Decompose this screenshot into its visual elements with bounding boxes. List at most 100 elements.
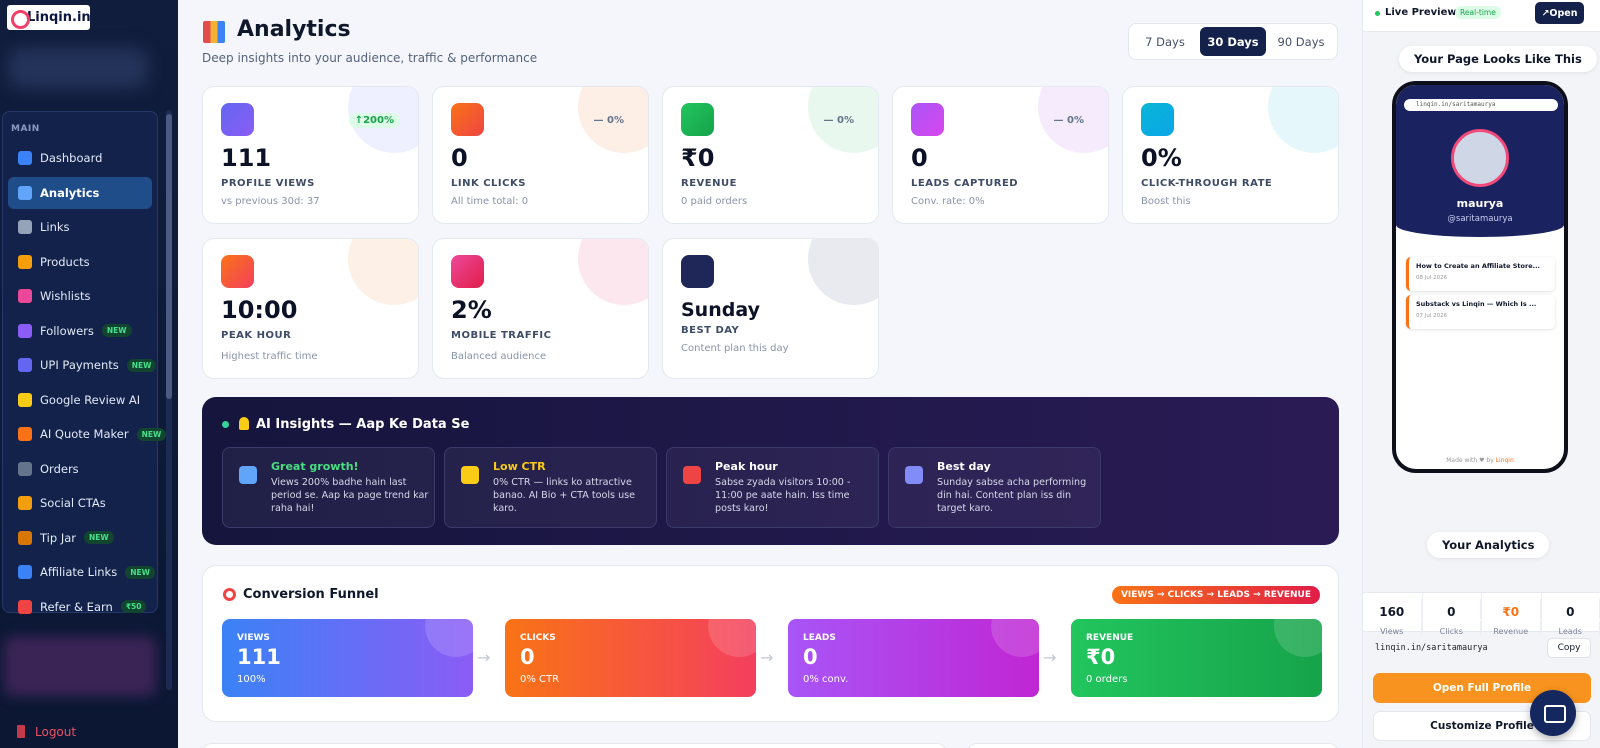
- nav-icon: [18, 530, 32, 545]
- nav-item[interactable]: Refer & Earn ₹50: [8, 591, 152, 623]
- insight-card: Best day Sunday sabse acha performing din…: [888, 447, 1101, 528]
- page-title: Analytics: [237, 17, 351, 42]
- footer-brand: Linqin: [1495, 457, 1514, 464]
- range-tab[interactable]: 30 Days: [1200, 27, 1266, 56]
- stat-icon: [681, 255, 714, 288]
- chat-button[interactable]: [1530, 690, 1576, 736]
- nav-item[interactable]: Wishlists: [8, 280, 152, 312]
- nav-badge: NEW: [125, 565, 155, 579]
- nav-item[interactable]: Analytics: [8, 176, 152, 209]
- post-date: 07 Jul 2026: [1416, 313, 1448, 319]
- ai-title: AI Insights — Aap Ke Data Se: [256, 417, 470, 432]
- nav-label: Analytics: [40, 185, 100, 200]
- stat-value: Sunday: [681, 299, 760, 321]
- insight-text: 0% CTR — links ko attractive banao. AI B…: [493, 477, 636, 514]
- phone-url: linqin.in/saritamaurya: [1404, 99, 1558, 111]
- stat-label: LEADS CAPTURED: [911, 178, 1019, 189]
- profile-handle: @saritamaurya: [1447, 214, 1513, 224]
- funnel-step: LEADS 0 0% conv.: [788, 619, 1039, 697]
- ai-insights: AI Insights — Aap Ke Data Se Great growt…: [202, 397, 1339, 545]
- step-note: 0% CTR: [520, 674, 560, 685]
- realtime-badge: Real-time: [1455, 6, 1501, 19]
- nav-item[interactable]: UPI Payments NEW: [8, 349, 157, 381]
- nav-label: Wishlists: [40, 289, 91, 303]
- step-decoration: [1274, 619, 1322, 657]
- stat-card: 10:00 PEAK HOUR Highest traffic time: [202, 238, 419, 379]
- funnel: Conversion Funnel VIEWS → CLICKS → LEADS…: [202, 565, 1339, 722]
- nav-item[interactable]: Social CTAs: [8, 487, 152, 519]
- step-decoration: [708, 619, 756, 657]
- nav-item[interactable]: Google Review AI: [8, 384, 152, 416]
- step-arrow: →: [1043, 648, 1057, 667]
- mini-analytics: 160 Views 0 Clicks ₹0 Revenue 0 Leads: [1363, 592, 1600, 636]
- nav-item[interactable]: Tip Jar NEW: [8, 522, 152, 554]
- nav-label: Google Review AI: [40, 392, 141, 407]
- mini-label: Views: [1363, 621, 1422, 636]
- post-title: How to Create an Affiliate Store...: [1416, 262, 1541, 270]
- step-note: 0% conv.: [803, 674, 849, 685]
- open-profile-button[interactable]: Open Full Profile: [1373, 673, 1591, 703]
- stat-icon: [451, 103, 484, 136]
- stat-icon: [1141, 103, 1174, 136]
- logout[interactable]: Logout: [16, 725, 77, 739]
- nav-label: AI Quote Maker: [40, 427, 129, 441]
- open-button[interactable]: ↗Open: [1535, 2, 1584, 24]
- funnel-step: REVENUE ₹0 0 orders: [1071, 619, 1322, 697]
- stat-note: 0 paid orders: [681, 196, 748, 207]
- stat-value: ₹0: [681, 144, 715, 172]
- stat-card: ↑200% 111 PROFILE VIEWS vs previous 30d: 37: [202, 86, 419, 224]
- range-tab[interactable]: 7 Days: [1145, 34, 1185, 49]
- range-tab[interactable]: 90 Days: [1277, 34, 1325, 49]
- post-card[interactable]: Substack vs Linqin — Which Is ... 07 Jul …: [1406, 295, 1555, 329]
- mini-stat: ₹0 Revenue: [1482, 593, 1542, 636]
- stat-card: 0% CLICK-THROUGH RATE Boost this: [1122, 86, 1339, 224]
- stat-value: 2%: [451, 296, 492, 324]
- nav-label: Links: [40, 220, 70, 234]
- nav-badge: ₹50: [120, 600, 147, 613]
- nav-item[interactable]: Links: [8, 211, 152, 243]
- nav-item[interactable]: Orders: [8, 453, 152, 485]
- step-label: CLICKS: [520, 633, 556, 643]
- nav-section: MAIN: [11, 124, 40, 134]
- mini-stat: 160 Views: [1363, 593, 1423, 636]
- nav-item[interactable]: Products: [8, 246, 152, 278]
- stat-note: vs previous 30d: 37: [221, 196, 320, 207]
- nav-label: Dashboard: [40, 151, 103, 165]
- stat-card: Sunday BEST DAY Content plan this day: [662, 238, 879, 379]
- copy-button[interactable]: Copy: [1547, 638, 1591, 658]
- scrollbar[interactable]: [166, 110, 172, 690]
- stat-label: REVENUE: [681, 178, 737, 189]
- mini-value: 0: [1423, 599, 1481, 619]
- nav-item[interactable]: AI Quote Maker NEW: [8, 418, 167, 450]
- analytics-heading: Your Analytics: [1427, 532, 1550, 558]
- stat-note: Conv. rate: 0%: [911, 196, 985, 207]
- card-decoration: [578, 239, 648, 305]
- step-value: ₹0: [1086, 645, 1116, 669]
- nav-badge: NEW: [84, 531, 114, 544]
- funnel-title: Conversion Funnel: [243, 587, 379, 602]
- step-decoration: [425, 619, 473, 657]
- post-card[interactable]: How to Create an Affiliate Store... 08 Ju…: [1406, 257, 1555, 291]
- insight-text: Sunday sabse acha performing din hai. Co…: [937, 477, 1087, 514]
- step-value: 111: [237, 645, 281, 669]
- insight-title: Best day: [937, 460, 991, 473]
- card-decoration: [1268, 87, 1338, 153]
- step-decoration: [991, 619, 1039, 657]
- nav-item[interactable]: Followers NEW: [8, 315, 152, 347]
- nav-item[interactable]: Affiliate Links NEW: [8, 556, 155, 588]
- mini-label: Revenue: [1482, 621, 1541, 636]
- step-value: 0: [803, 645, 818, 669]
- stat-icon: [911, 103, 944, 136]
- funnel-badge: VIEWS → CLICKS → LEADS → REVENUE: [1111, 586, 1320, 604]
- nav-badge: NEW: [136, 427, 167, 441]
- nav-icon: [18, 427, 32, 441]
- post-title: Substack vs Linqin — Which Is ...: [1416, 300, 1537, 308]
- stat-icon: [221, 103, 254, 136]
- nav-item[interactable]: Dashboard: [8, 142, 152, 174]
- logo[interactable]: Linqin.in: [7, 5, 91, 30]
- main: Analytics Deep insights into your audien…: [202, 17, 1339, 748]
- step-value: 0: [520, 645, 535, 669]
- preview-panel: Live Preview Real-time ↗Open Your Page L…: [1362, 0, 1600, 748]
- mini-value: ₹0: [1482, 599, 1541, 619]
- nav-icon: [18, 565, 32, 579]
